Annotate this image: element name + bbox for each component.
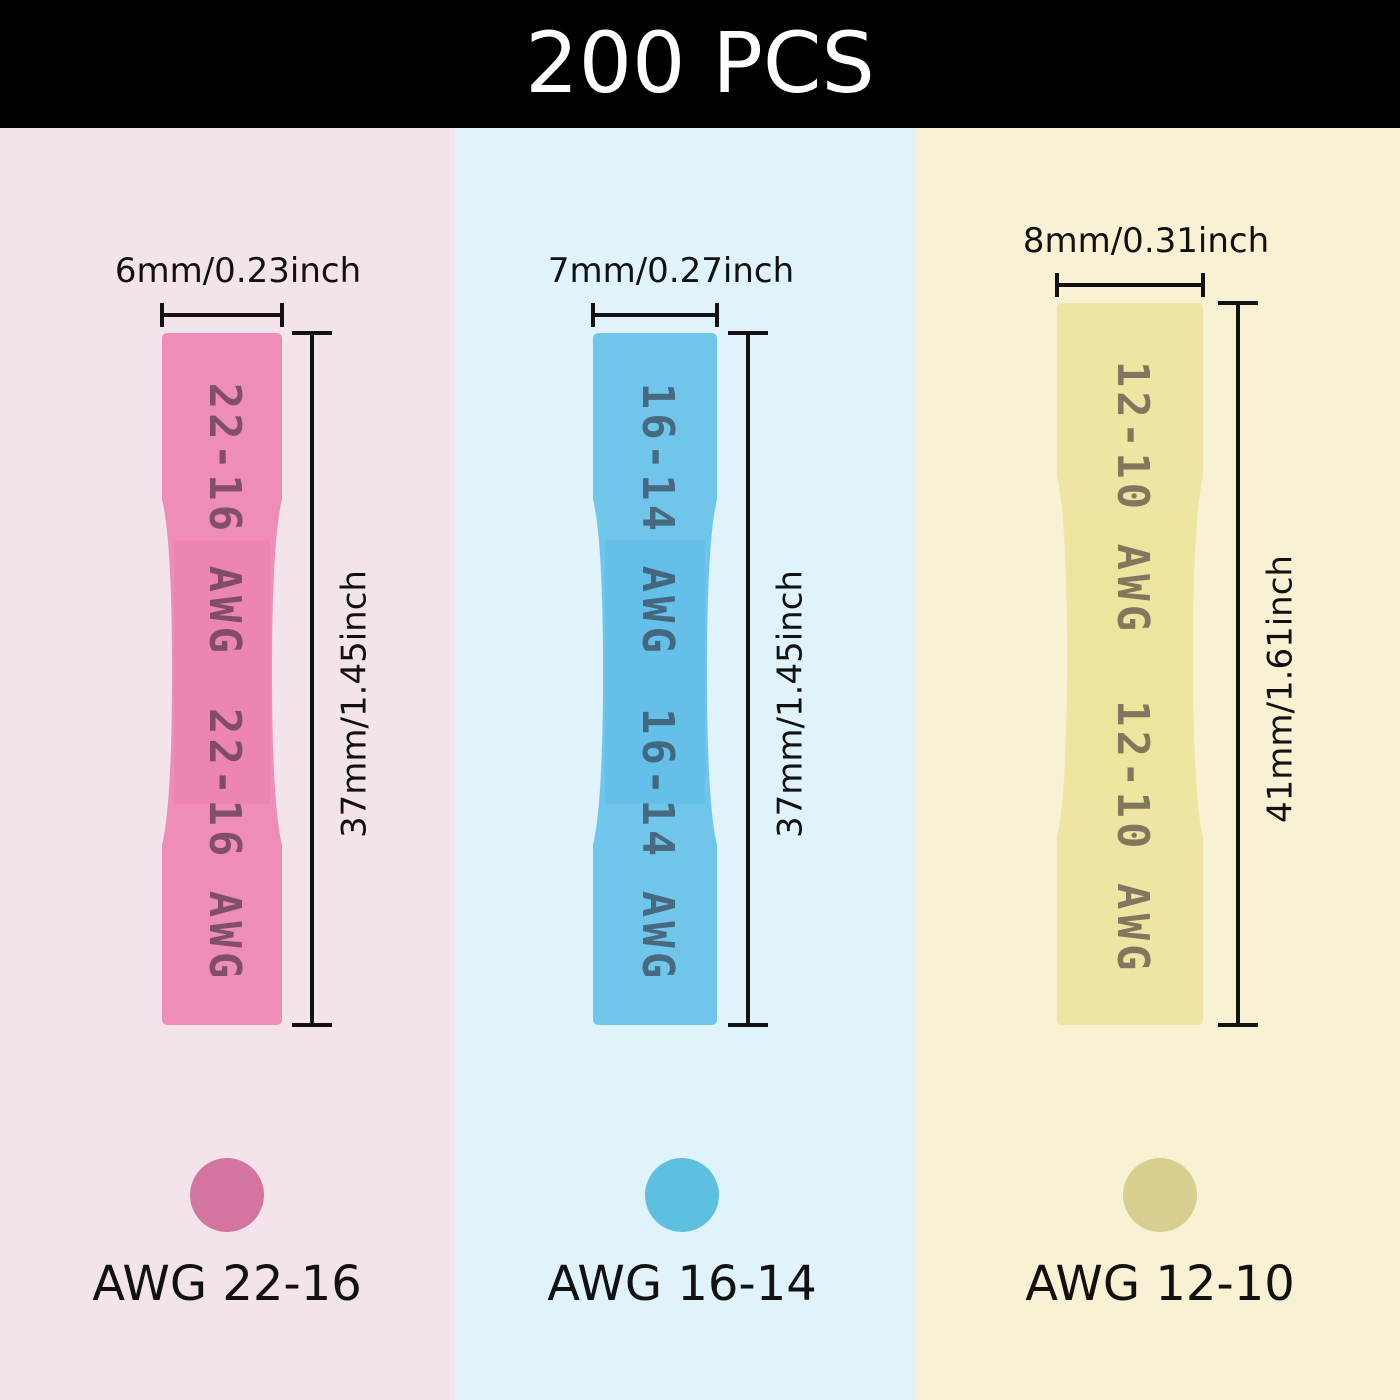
connector-imprint: 16-14 AWG	[632, 708, 683, 982]
width-label: 7mm/0.27inch	[548, 251, 794, 291]
awg-label: AWG 16-14	[547, 1256, 817, 1312]
length-label: 37mm/1.45inch	[771, 570, 811, 838]
connector-imprint: 12-10 AWG	[1107, 700, 1158, 974]
connector-imprint: 12-10 AWG	[1107, 361, 1158, 635]
length-label: 41mm/1.61inch	[1261, 555, 1301, 823]
connector-core	[174, 540, 270, 804]
awg-label: AWG 12-10	[1025, 1256, 1295, 1312]
width-label: 8mm/0.31inch	[1023, 221, 1269, 261]
connector-imprint: 22-16 AWG	[199, 708, 250, 982]
connector-imprint: 16-14 AWG	[632, 383, 683, 657]
awg-label: AWG 22-16	[92, 1256, 362, 1312]
color-swatch	[1123, 1158, 1197, 1232]
header-bar	[0, 0, 1400, 128]
connector-imprint: 22-16 AWG	[199, 383, 250, 657]
length-label: 37mm/1.45inch	[335, 570, 375, 838]
connector-core	[605, 540, 705, 804]
connector-core	[1069, 519, 1191, 794]
title: 200 PCS	[525, 14, 875, 112]
color-swatch	[645, 1158, 719, 1232]
color-swatch	[190, 1158, 264, 1232]
width-label: 6mm/0.23inch	[115, 251, 361, 291]
